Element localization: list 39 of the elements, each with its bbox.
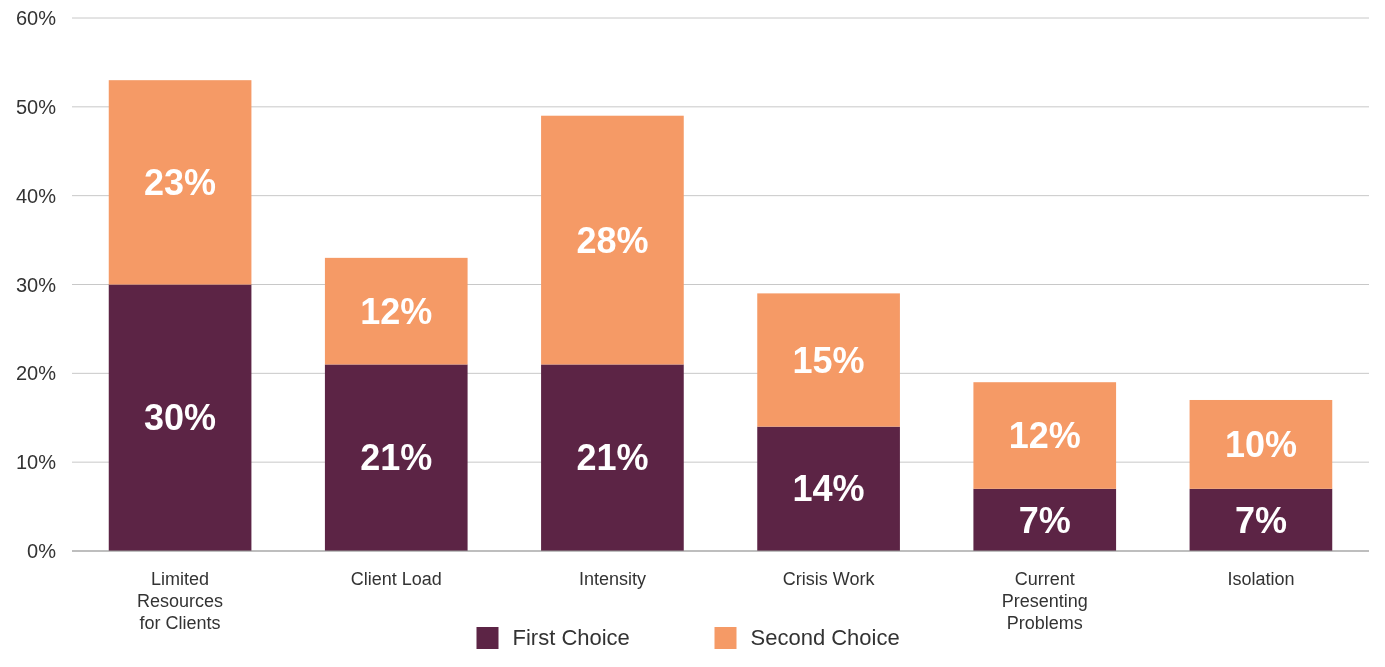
data-label: 30% <box>144 397 217 439</box>
legend-label: Second Choice <box>750 625 900 650</box>
data-label: 28% <box>576 219 649 261</box>
data-label: 21% <box>576 437 649 479</box>
bar <box>757 293 900 427</box>
data-label: 15% <box>792 339 865 381</box>
bar <box>1189 399 1333 489</box>
bar <box>541 115 684 365</box>
y-tick-label: 0% <box>27 540 57 562</box>
x-tick-label: Crisis Work <box>782 569 876 589</box>
bar <box>973 488 1117 551</box>
bar <box>541 364 684 551</box>
x-tick-label: Current Presenting Problems <box>1001 569 1088 633</box>
x-tick-label: Limited Resources for Clients <box>137 569 224 633</box>
bar <box>108 80 252 285</box>
data-label: 14% <box>792 468 865 510</box>
data-label: 23% <box>144 161 217 203</box>
bar <box>757 426 900 551</box>
bar <box>324 257 468 365</box>
x-tick-label: Isolation <box>1227 569 1295 589</box>
y-tick-label: 30% <box>15 273 57 296</box>
data-label: 12% <box>360 290 433 332</box>
y-tick-label: 50% <box>15 95 57 118</box>
y-tick-label: 40% <box>15 184 57 207</box>
y-tick-label: 10% <box>15 451 57 474</box>
y-tick-label: 60% <box>15 7 57 29</box>
data-label: 7% <box>1234 499 1287 541</box>
bar <box>1189 488 1333 551</box>
data-label: 10% <box>1224 424 1297 465</box>
x-tick-label: Client Load <box>350 569 442 589</box>
y-tick-label: 20% <box>15 362 57 385</box>
bar <box>108 284 252 551</box>
bar <box>973 382 1117 489</box>
legend-label: First Choice <box>512 625 630 650</box>
bar <box>324 364 468 551</box>
data-label: 21% <box>360 437 433 479</box>
data-label: 12% <box>1008 415 1081 457</box>
x-tick-label: Intensity <box>578 569 646 589</box>
data-label: 7% <box>1018 499 1071 541</box>
